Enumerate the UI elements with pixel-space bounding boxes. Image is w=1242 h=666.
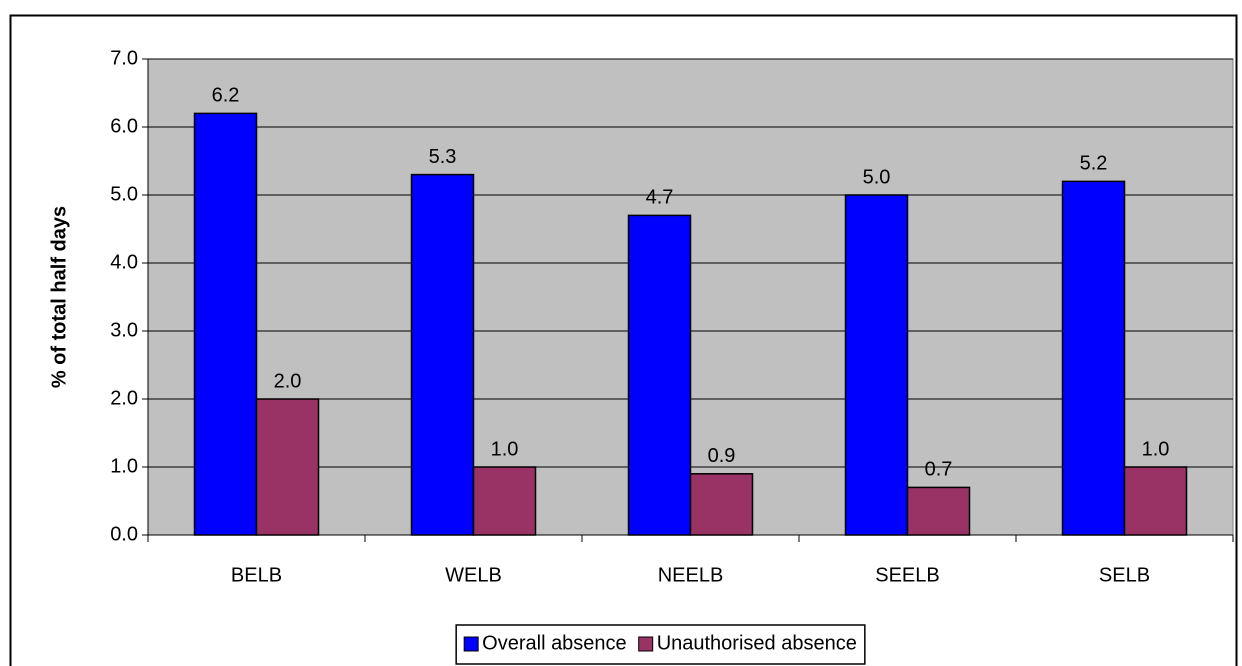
x-tick-label: SEELB (875, 564, 939, 586)
y-axis-label: % of total half days (48, 206, 70, 388)
value-label: 5.3 (429, 146, 457, 168)
legend-swatch (638, 636, 654, 652)
value-label: 0.7 (925, 459, 953, 481)
value-label: 4.7 (646, 187, 674, 209)
value-label: 6.2 (212, 85, 240, 107)
y-tick-label: 5.0 (110, 183, 138, 205)
legend-swatch (463, 636, 479, 652)
y-tick-label: 7.0 (110, 47, 138, 69)
y-tick-label: 2.0 (110, 387, 138, 409)
x-tick-label: WELB (445, 564, 502, 586)
bar (1123, 466, 1188, 536)
bar (193, 112, 258, 536)
value-label: 2.0 (274, 370, 302, 392)
bar (1061, 180, 1126, 536)
legend-label: Overall absence (482, 632, 627, 654)
bar (689, 473, 754, 536)
bar (255, 398, 320, 536)
bar (906, 486, 971, 536)
y-tick-label: 1.0 (110, 455, 138, 477)
y-tick-label: 4.0 (110, 251, 138, 273)
bar (844, 194, 909, 536)
x-tick-label: SELB (1099, 564, 1150, 586)
x-tick-label: BELB (231, 564, 282, 586)
value-label: 5.0 (863, 166, 891, 188)
y-tick-label: 0.0 (110, 523, 138, 545)
x-tick-label: NEELB (658, 564, 724, 586)
y-tick-label: 3.0 (110, 319, 138, 341)
value-label: 1.0 (1142, 438, 1170, 460)
bar (472, 466, 537, 536)
bar (627, 214, 692, 536)
value-label: 1.0 (491, 438, 519, 460)
value-label: 5.2 (1080, 153, 1108, 175)
value-label: 0.9 (708, 445, 736, 467)
bar (410, 173, 475, 536)
legend-box (455, 624, 866, 665)
y-tick-label: 6.0 (110, 115, 138, 137)
legend-label: Unauthorised absence (657, 632, 857, 654)
